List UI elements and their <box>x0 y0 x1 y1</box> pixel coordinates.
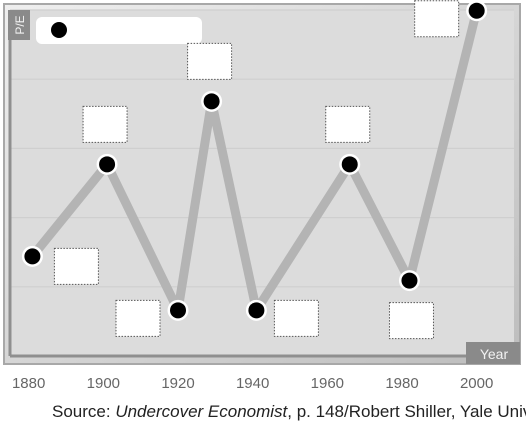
x-tick-label: 1960 <box>311 375 344 392</box>
x-tick-label: 1900 <box>87 375 120 392</box>
value-label-box <box>82 105 128 143</box>
x-tick-label: 1880 <box>12 375 45 392</box>
marker-group <box>21 0 488 321</box>
source-suffix: , p. 148/Robert Shiller, Yale University <box>287 402 526 421</box>
point-marker <box>341 156 358 173</box>
value-label-box <box>115 299 161 337</box>
x-tick-label: 1940 <box>236 375 269 392</box>
series-line-group <box>27 6 482 315</box>
point-marker <box>401 272 418 289</box>
value-label-box <box>53 247 99 285</box>
value-label-box <box>325 105 371 143</box>
x-axis-title-tab: Year <box>466 342 520 364</box>
value-label-box <box>388 302 434 340</box>
x-tick-labels: 1880 1900 1920 1940 1960 1980 2000 <box>12 375 493 392</box>
x-axis-title: Year <box>480 346 509 362</box>
point-marker <box>99 156 116 173</box>
value-label-box <box>273 299 319 337</box>
series-line <box>27 6 482 315</box>
point-marker <box>170 302 186 319</box>
point-marker <box>468 2 485 19</box>
legend-marker <box>51 22 67 38</box>
x-tick-label: 1980 <box>385 375 418 392</box>
point-marker <box>203 93 220 110</box>
legend <box>36 17 202 44</box>
value-label-box <box>187 42 233 80</box>
point-marker <box>248 302 265 319</box>
x-tick-label: 2000 <box>460 375 493 392</box>
value-label-box <box>414 0 460 38</box>
source-publication: Undercover Economist <box>115 402 288 421</box>
point-marker <box>24 248 41 265</box>
legend-box <box>36 17 202 44</box>
source-prefix: Source: <box>52 402 116 421</box>
y-axis-title-tab: P/E <box>8 10 30 40</box>
x-tick-label: 1920 <box>161 375 194 392</box>
y-axis-title: P/E <box>13 15 27 34</box>
value-label-group <box>53 0 460 340</box>
source-caption: Source: Undercover Economist, p. 148/Rob… <box>52 402 526 422</box>
